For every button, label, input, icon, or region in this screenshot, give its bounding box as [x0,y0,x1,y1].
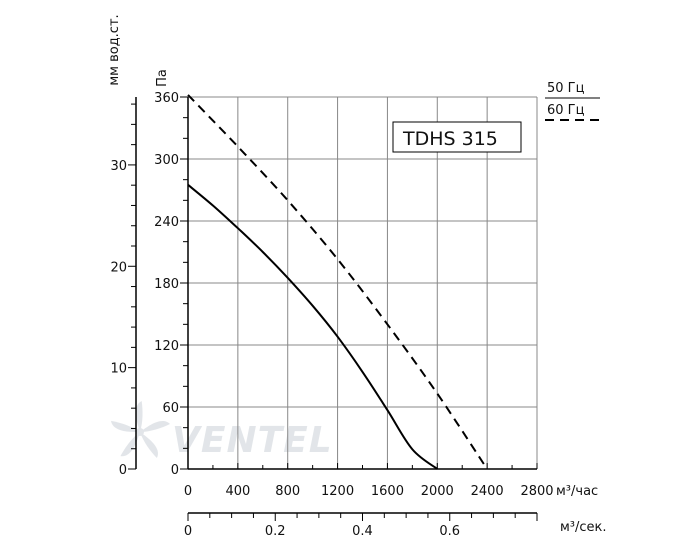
pa-axis-label: Па [155,69,170,87]
flow-axis-unit-label: м³/час [556,484,598,499]
flow-tick-label: 400 [225,484,250,499]
legend-label: 60 Гц [547,103,585,118]
fan-blade [135,400,143,432]
pa-tick-label: 180 [154,277,179,292]
curve-60hz [187,94,488,470]
legend-label: 50 Гц [547,81,585,96]
flow-tick-label: 1200 [321,484,354,499]
fan-blade [140,432,158,459]
pa-tick-label: 120 [154,339,179,354]
curve-50hz [187,184,438,470]
fan-hub [136,428,144,436]
flow-tick-label: 2400 [471,484,504,499]
flow-tick-label: 2800 [520,484,553,499]
pa-tick-label: 300 [154,153,179,168]
mm-tick-label: 0 [119,463,127,478]
model-label: TDHS 315 [402,128,498,150]
legend: 50 Гц 60 Гц [545,81,600,121]
pa-tick-label: 0 [171,463,179,478]
pa-tick-label: 360 [154,91,179,106]
fan-blade [140,421,170,432]
flow-tick-label: 1600 [371,484,404,499]
pa-tick-label: 60 [162,401,179,416]
flow-tick-label: 800 [275,484,300,499]
pa-tick-label: 240 [154,215,179,230]
flow-sec-tick-label: 0.4 [352,524,373,539]
model-label-box: TDHS 315 [392,121,522,153]
fan-blade [120,432,140,457]
model-label-frame [392,121,522,153]
mm-tick-label: 10 [110,362,127,377]
flow-sec-axis-unit-label: м³/сек. [560,520,607,535]
fan-blade [111,420,140,433]
watermark-text: VENTEL [172,420,333,461]
mm-tick-label: 20 [110,260,127,275]
flow-sec-tick-label: 0.2 [265,524,286,539]
mm-tick-label: 30 [110,159,127,174]
flow-tick-label: 2000 [421,484,454,499]
flow-sec-tick-label: 0 [184,524,192,539]
fan-logo-icon [111,400,170,459]
mm-axis-label: мм вод.ст. [107,14,122,85]
flow-sec-tick-label: 0.6 [439,524,460,539]
flow-tick-label: 0 [184,484,192,499]
grid [188,96,538,469]
watermark: VENTEL [111,400,333,461]
